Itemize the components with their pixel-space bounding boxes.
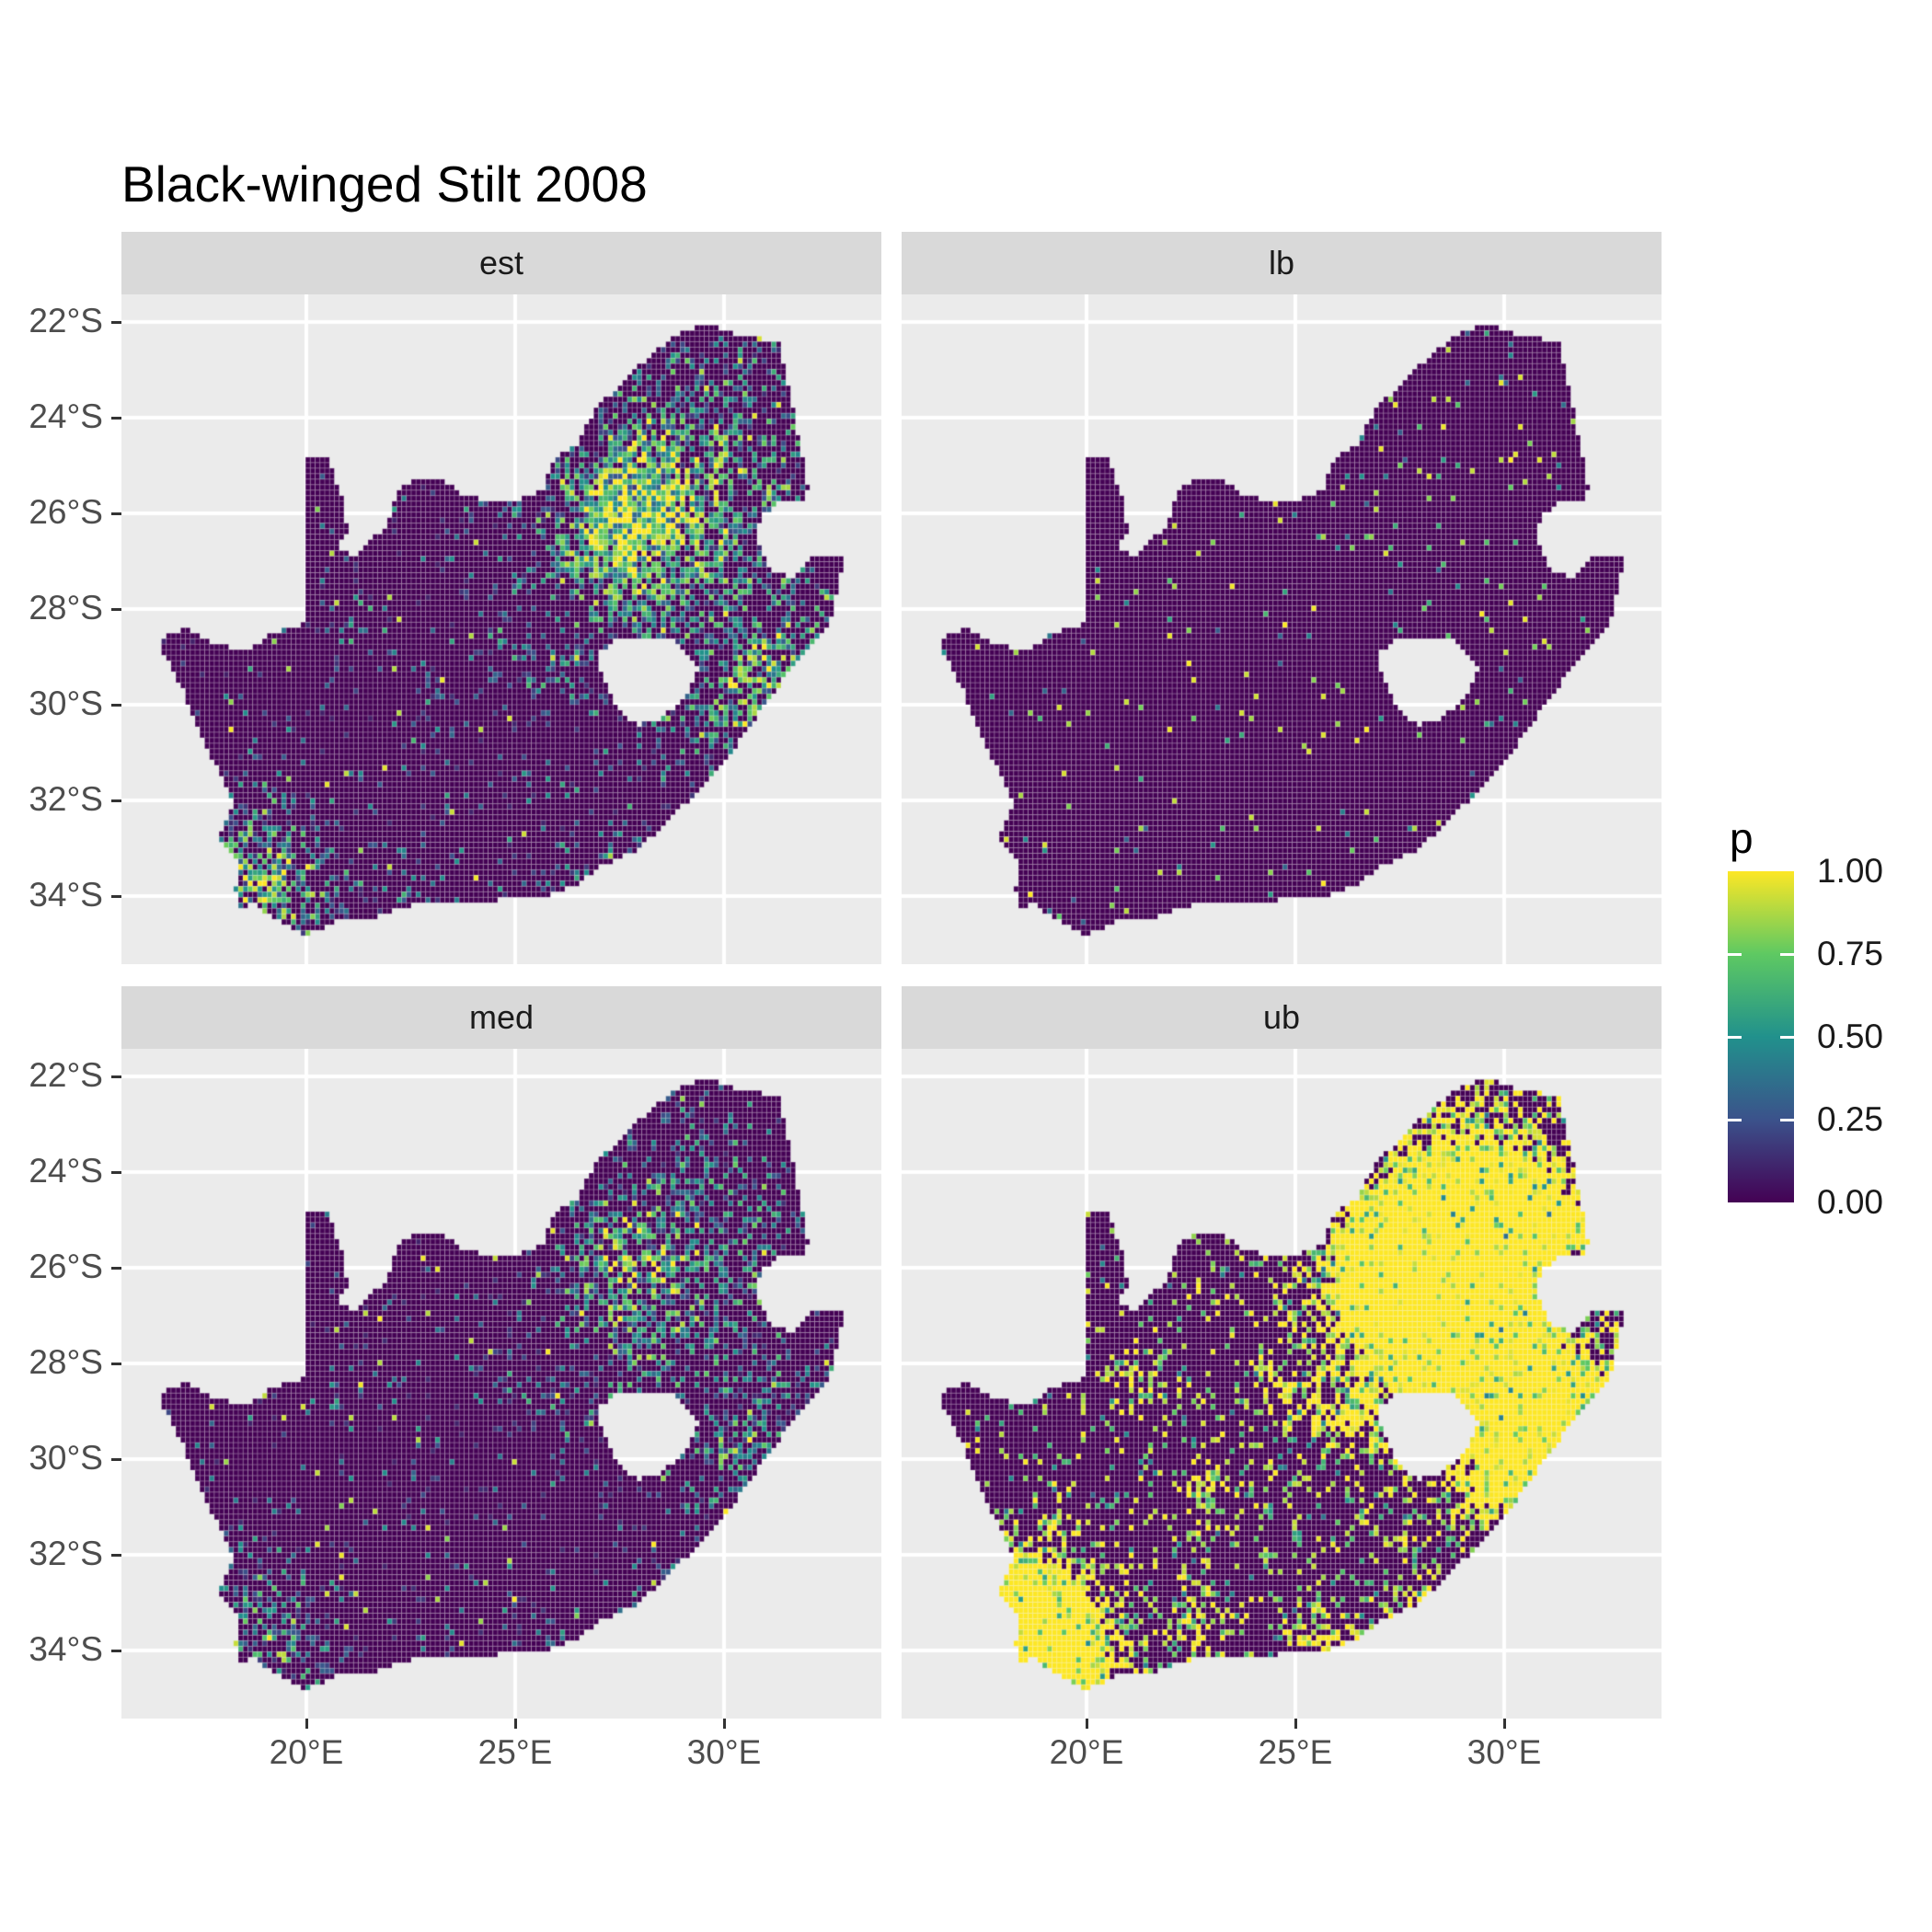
panel-canvas [121, 1049, 881, 1719]
y-tick-label: 34°S [29, 1630, 103, 1669]
x-tick-label: 20°E [269, 1733, 344, 1771]
legend-tick-label: 0.00 [1817, 1183, 1884, 1221]
x-tick-label: 20°E [1049, 1733, 1124, 1771]
legend-tick [1728, 1035, 1742, 1039]
y-tick-mark [111, 607, 121, 611]
y-tick-label: 24°S [29, 397, 103, 436]
y-tick-label: 22°S [29, 1056, 103, 1095]
legend-tick [1780, 1118, 1794, 1121]
y-tick-label: 26°S [29, 493, 103, 532]
facet-strip-label: ub [1262, 998, 1301, 1036]
facet-strip-lb: lb [902, 232, 1662, 294]
y-tick-label: 24°S [29, 1152, 103, 1190]
facet-strip-label: lb [1268, 244, 1295, 282]
y-tick-mark [111, 1553, 121, 1557]
x-tick-mark [305, 1719, 308, 1729]
legend-tick-label: 1.00 [1817, 852, 1884, 890]
legend-tick-label: 0.25 [1817, 1100, 1884, 1138]
y-tick-mark [111, 1075, 121, 1078]
y-tick-label: 34°S [29, 876, 103, 914]
panel-est [121, 294, 881, 964]
y-tick-label: 32°S [29, 780, 103, 819]
facet-strip-label: est [478, 244, 524, 282]
y-tick-label: 32°S [29, 1535, 103, 1573]
y-tick-mark [111, 703, 121, 707]
panel-canvas [121, 294, 881, 964]
panel-canvas [902, 1049, 1662, 1719]
y-tick-mark [111, 1457, 121, 1461]
facet-strip-label: med [468, 998, 535, 1036]
x-tick-mark [513, 1719, 517, 1729]
panel-med [121, 1049, 881, 1719]
legend-title: p [1730, 814, 1754, 862]
y-tick-label: 22°S [29, 302, 103, 340]
y-tick-mark [111, 799, 121, 802]
x-tick-mark [1085, 1719, 1088, 1729]
legend-tick-label: 0.75 [1817, 935, 1884, 972]
y-tick-mark [111, 1266, 121, 1270]
x-tick-label: 25°E [477, 1733, 553, 1771]
y-tick-label: 30°S [29, 684, 103, 723]
y-tick-label: 28°S [29, 589, 103, 627]
y-tick-mark [111, 894, 121, 898]
y-tick-mark [111, 1362, 121, 1365]
x-tick-label: 30°E [1466, 1733, 1542, 1771]
legend-tick [1780, 1035, 1794, 1039]
x-tick-mark [1294, 1719, 1297, 1729]
x-tick-mark [722, 1719, 726, 1729]
panel-canvas [902, 294, 1662, 964]
legend-tick-label: 0.50 [1817, 1018, 1884, 1055]
facet-strip-med: med [121, 986, 881, 1049]
y-tick-mark [111, 1170, 121, 1174]
y-tick-mark [111, 320, 121, 324]
y-tick-label: 30°S [29, 1439, 103, 1478]
y-tick-mark [111, 416, 121, 420]
x-tick-mark [1502, 1719, 1506, 1729]
plot-title: Black-winged Stilt 2008 [121, 155, 648, 213]
facet-strip-ub: ub [902, 986, 1662, 1049]
legend-tick [1728, 1118, 1742, 1121]
x-tick-label: 30°E [686, 1733, 762, 1771]
facet-strip-est: est [121, 232, 881, 294]
x-tick-label: 25°E [1258, 1733, 1333, 1771]
y-tick-mark [111, 1649, 121, 1652]
panel-ub [902, 1049, 1662, 1719]
legend-tick [1780, 952, 1794, 956]
y-tick-mark [111, 512, 121, 515]
y-tick-label: 26°S [29, 1248, 103, 1286]
legend-tick [1728, 952, 1742, 956]
y-tick-label: 28°S [29, 1343, 103, 1382]
panel-lb [902, 294, 1662, 964]
